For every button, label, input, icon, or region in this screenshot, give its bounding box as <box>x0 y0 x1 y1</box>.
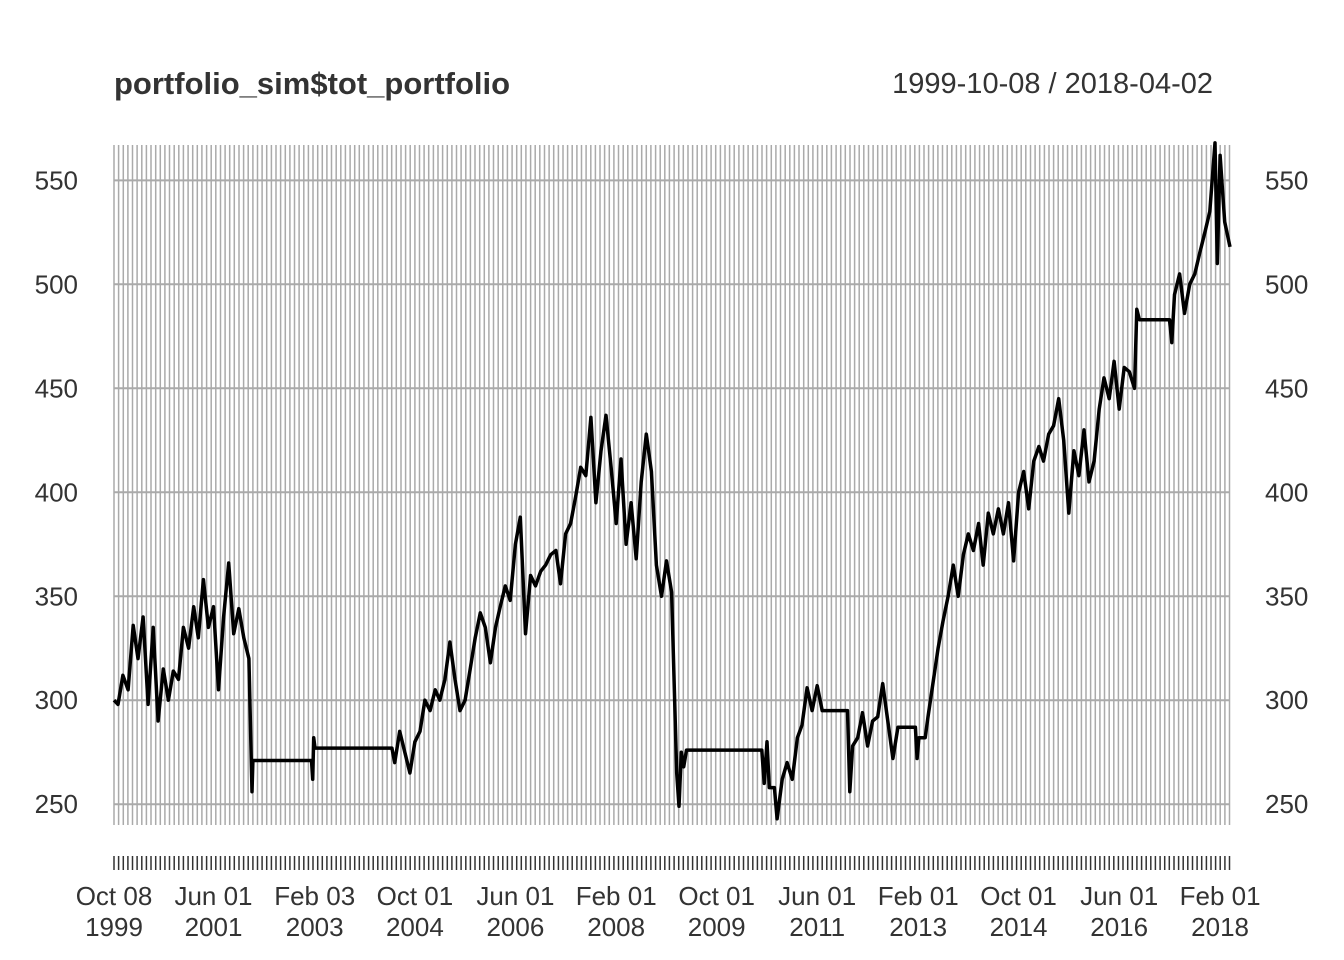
x-tick-label-month: Feb 01 <box>878 881 959 911</box>
chart-title: portfolio_sim$tot_portfolio <box>114 66 511 101</box>
series-line <box>112 141 1232 821</box>
y-tick-label-left: 500 <box>35 269 78 299</box>
y-tick-label-left: 450 <box>35 373 78 403</box>
x-tick-label-year: 2011 <box>789 912 845 942</box>
date-range-label: 1999-10-08 / 2018-04-02 <box>892 68 1213 100</box>
y-tick-label-right: 550 <box>1265 165 1308 195</box>
x-tick-label-year: 2001 <box>185 912 243 942</box>
x-tick-label-year: 2018 <box>1191 912 1249 942</box>
x-axis-minor-ticks <box>113 856 1231 870</box>
x-tick-label-month: Jun 01 <box>778 881 856 911</box>
y-tick-label-left: 350 <box>35 581 78 611</box>
y-axis-right: 250 300 350 400 450 500 550 <box>1265 165 1308 819</box>
y-tick-label-right: 450 <box>1265 373 1308 403</box>
x-tick-label-month: Feb 03 <box>274 881 355 911</box>
x-tick-label-year: 2013 <box>889 912 947 942</box>
y-tick-label-right: 350 <box>1265 581 1308 611</box>
y-tick-label-right: 400 <box>1265 477 1308 507</box>
x-tick-label-month: Jun 01 <box>1080 881 1158 911</box>
x-tick-label-year: 2016 <box>1090 912 1148 942</box>
x-tick-label-month: Oct 01 <box>678 881 755 911</box>
y-tick-label-left: 400 <box>35 477 78 507</box>
x-tick-label-month: Oct 01 <box>377 881 454 911</box>
x-tick-label-year: 2003 <box>286 912 344 942</box>
x-tick-label-year: 2004 <box>386 912 444 942</box>
x-tick-label-year: 2008 <box>587 912 645 942</box>
vertical-grid <box>113 145 1231 825</box>
x-tick-label-year: 2006 <box>486 912 544 942</box>
x-tick-label-month: Oct 01 <box>980 881 1057 911</box>
y-tick-label-right: 300 <box>1265 685 1308 715</box>
series-layer <box>112 141 1232 821</box>
x-tick-label-year: 2009 <box>688 912 746 942</box>
x-tick-label-year: 2014 <box>990 912 1048 942</box>
y-axis-left: 250 300 350 400 450 500 550 <box>35 165 78 819</box>
x-tick-label-year: 1999 <box>85 912 143 942</box>
x-tick-label-month: Jun 01 <box>476 881 554 911</box>
y-tick-label-right: 500 <box>1265 269 1308 299</box>
x-tick-label-month: Feb 01 <box>1180 881 1261 911</box>
y-tick-label-left: 550 <box>35 165 78 195</box>
x-tick-label-month: Oct 08 <box>76 881 153 911</box>
y-tick-label-left: 250 <box>35 789 78 819</box>
x-tick-label-month: Feb 01 <box>576 881 657 911</box>
y-tick-label-left: 300 <box>35 685 78 715</box>
y-tick-label-right: 250 <box>1265 789 1308 819</box>
x-tick-label-month: Jun 01 <box>174 881 252 911</box>
